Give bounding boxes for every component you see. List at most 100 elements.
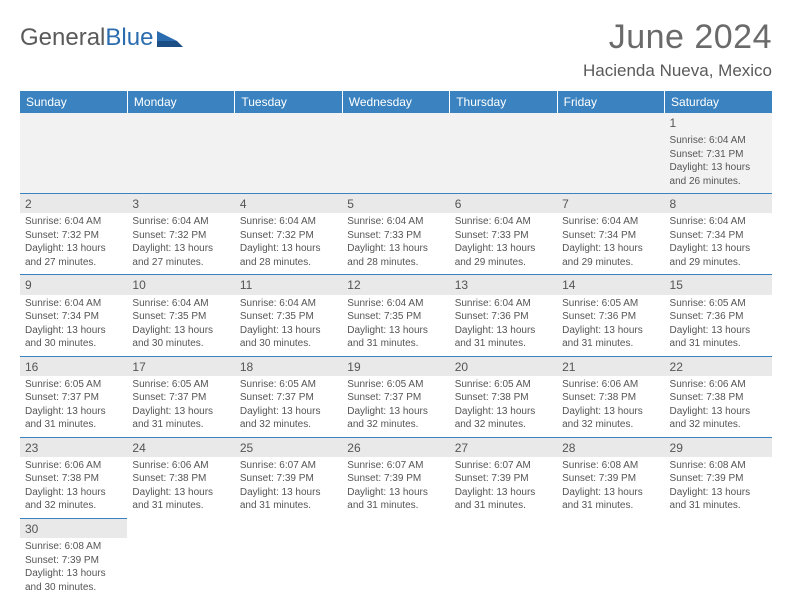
calendar-day-cell: 6Sunrise: 6:04 AMSunset: 7:33 PMDaylight… (450, 194, 557, 275)
calendar-day-cell: 25Sunrise: 6:07 AMSunset: 7:39 PMDayligh… (235, 437, 342, 518)
sunset-text: Sunset: 7:37 PM (132, 391, 229, 405)
daylight-text: Daylight: 13 hours and 31 minutes. (562, 486, 659, 513)
calendar-day-cell: 8Sunrise: 6:04 AMSunset: 7:34 PMDaylight… (665, 194, 772, 275)
sunset-text: Sunset: 7:33 PM (455, 229, 552, 243)
daylight-text: Daylight: 13 hours and 27 minutes. (25, 242, 122, 269)
sunset-text: Sunset: 7:38 PM (562, 391, 659, 405)
calendar-week-row: 2Sunrise: 6:04 AMSunset: 7:32 PMDaylight… (20, 194, 772, 275)
calendar-day-cell (235, 113, 342, 194)
calendar-day-cell (557, 518, 664, 599)
calendar-week-row: 30Sunrise: 6:08 AMSunset: 7:39 PMDayligh… (20, 518, 772, 599)
calendar-day-cell: 3Sunrise: 6:04 AMSunset: 7:32 PMDaylight… (127, 194, 234, 275)
calendar-table: Sunday Monday Tuesday Wednesday Thursday… (20, 91, 772, 599)
sunset-text: Sunset: 7:37 PM (347, 391, 444, 405)
logo-text-general: General (20, 24, 105, 52)
sunset-text: Sunset: 7:35 PM (347, 310, 444, 324)
daylight-text: Daylight: 13 hours and 30 minutes. (25, 324, 122, 351)
daylight-text: Daylight: 13 hours and 31 minutes. (455, 486, 552, 513)
weekday-header: Thursday (450, 91, 557, 113)
calendar-day-cell: 14Sunrise: 6:05 AMSunset: 7:36 PMDayligh… (557, 275, 664, 356)
daylight-text: Daylight: 13 hours and 32 minutes. (562, 405, 659, 432)
sunrise-text: Sunrise: 6:04 AM (240, 297, 337, 311)
day-number: 7 (557, 194, 664, 213)
flag-icon (155, 29, 185, 51)
sunset-text: Sunset: 7:39 PM (670, 472, 767, 486)
sunrise-text: Sunrise: 6:04 AM (132, 297, 229, 311)
weekday-header: Sunday (20, 91, 127, 113)
day-number: 10 (127, 275, 234, 294)
weekday-header: Monday (127, 91, 234, 113)
daylight-text: Daylight: 13 hours and 26 minutes. (670, 161, 767, 188)
sunset-text: Sunset: 7:35 PM (240, 310, 337, 324)
daylight-text: Daylight: 13 hours and 31 minutes. (562, 324, 659, 351)
calendar-day-cell: 19Sunrise: 6:05 AMSunset: 7:37 PMDayligh… (342, 356, 449, 437)
calendar-day-cell (127, 518, 234, 599)
sunset-text: Sunset: 7:38 PM (455, 391, 552, 405)
sunrise-text: Sunrise: 6:08 AM (25, 540, 122, 554)
sunset-text: Sunset: 7:32 PM (25, 229, 122, 243)
daylight-text: Daylight: 13 hours and 27 minutes. (132, 242, 229, 269)
daylight-text: Daylight: 13 hours and 32 minutes. (455, 405, 552, 432)
weekday-header: Wednesday (342, 91, 449, 113)
sunrise-text: Sunrise: 6:06 AM (562, 378, 659, 392)
weekday-header: Saturday (665, 91, 772, 113)
day-number: 23 (20, 438, 127, 457)
sunrise-text: Sunrise: 6:04 AM (132, 215, 229, 229)
day-number: 11 (235, 275, 342, 294)
sunset-text: Sunset: 7:33 PM (347, 229, 444, 243)
daylight-text: Daylight: 13 hours and 29 minutes. (670, 242, 767, 269)
day-number: 26 (342, 438, 449, 457)
calendar-day-cell: 9Sunrise: 6:04 AMSunset: 7:34 PMDaylight… (20, 275, 127, 356)
day-number: 16 (20, 357, 127, 376)
calendar-day-cell (665, 518, 772, 599)
calendar-week-row: 9Sunrise: 6:04 AMSunset: 7:34 PMDaylight… (20, 275, 772, 356)
sunset-text: Sunset: 7:38 PM (25, 472, 122, 486)
sunrise-text: Sunrise: 6:04 AM (347, 297, 444, 311)
sunrise-text: Sunrise: 6:04 AM (670, 134, 767, 148)
weekday-header: Friday (557, 91, 664, 113)
calendar-day-cell: 11Sunrise: 6:04 AMSunset: 7:35 PMDayligh… (235, 275, 342, 356)
sunset-text: Sunset: 7:34 PM (25, 310, 122, 324)
sunset-text: Sunset: 7:39 PM (240, 472, 337, 486)
day-number: 5 (342, 194, 449, 213)
sunset-text: Sunset: 7:31 PM (670, 148, 767, 162)
header: GeneralBlue June 2024 Hacienda Nueva, Me… (20, 18, 772, 81)
sunset-text: Sunset: 7:34 PM (670, 229, 767, 243)
sunset-text: Sunset: 7:38 PM (132, 472, 229, 486)
calendar-day-cell: 15Sunrise: 6:05 AMSunset: 7:36 PMDayligh… (665, 275, 772, 356)
sunset-text: Sunset: 7:32 PM (132, 229, 229, 243)
sunrise-text: Sunrise: 6:05 AM (25, 378, 122, 392)
sunrise-text: Sunrise: 6:05 AM (347, 378, 444, 392)
day-number: 19 (342, 357, 449, 376)
calendar-day-cell: 12Sunrise: 6:04 AMSunset: 7:35 PMDayligh… (342, 275, 449, 356)
calendar-day-cell: 26Sunrise: 6:07 AMSunset: 7:39 PMDayligh… (342, 437, 449, 518)
sunrise-text: Sunrise: 6:07 AM (455, 459, 552, 473)
calendar-week-row: 23Sunrise: 6:06 AMSunset: 7:38 PMDayligh… (20, 437, 772, 518)
day-number: 17 (127, 357, 234, 376)
calendar-day-cell: 4Sunrise: 6:04 AMSunset: 7:32 PMDaylight… (235, 194, 342, 275)
sunrise-text: Sunrise: 6:04 AM (455, 215, 552, 229)
sunrise-text: Sunrise: 6:05 AM (132, 378, 229, 392)
calendar-day-cell: 18Sunrise: 6:05 AMSunset: 7:37 PMDayligh… (235, 356, 342, 437)
calendar-week-row: 16Sunrise: 6:05 AMSunset: 7:37 PMDayligh… (20, 356, 772, 437)
day-number: 25 (235, 438, 342, 457)
sunset-text: Sunset: 7:38 PM (670, 391, 767, 405)
sunrise-text: Sunrise: 6:04 AM (25, 297, 122, 311)
sunrise-text: Sunrise: 6:07 AM (240, 459, 337, 473)
day-number: 6 (450, 194, 557, 213)
sunset-text: Sunset: 7:36 PM (562, 310, 659, 324)
sunrise-text: Sunrise: 6:04 AM (240, 215, 337, 229)
calendar-day-cell: 24Sunrise: 6:06 AMSunset: 7:38 PMDayligh… (127, 437, 234, 518)
day-number: 27 (450, 438, 557, 457)
calendar-day-cell: 30Sunrise: 6:08 AMSunset: 7:39 PMDayligh… (20, 518, 127, 599)
calendar-day-cell: 10Sunrise: 6:04 AMSunset: 7:35 PMDayligh… (127, 275, 234, 356)
daylight-text: Daylight: 13 hours and 31 minutes. (347, 486, 444, 513)
title-block: June 2024 Hacienda Nueva, Mexico (583, 18, 772, 81)
weekday-header: Tuesday (235, 91, 342, 113)
daylight-text: Daylight: 13 hours and 32 minutes. (670, 405, 767, 432)
calendar-day-cell (450, 518, 557, 599)
sunrise-text: Sunrise: 6:04 AM (347, 215, 444, 229)
sunset-text: Sunset: 7:39 PM (562, 472, 659, 486)
day-number: 20 (450, 357, 557, 376)
day-number: 8 (665, 194, 772, 213)
